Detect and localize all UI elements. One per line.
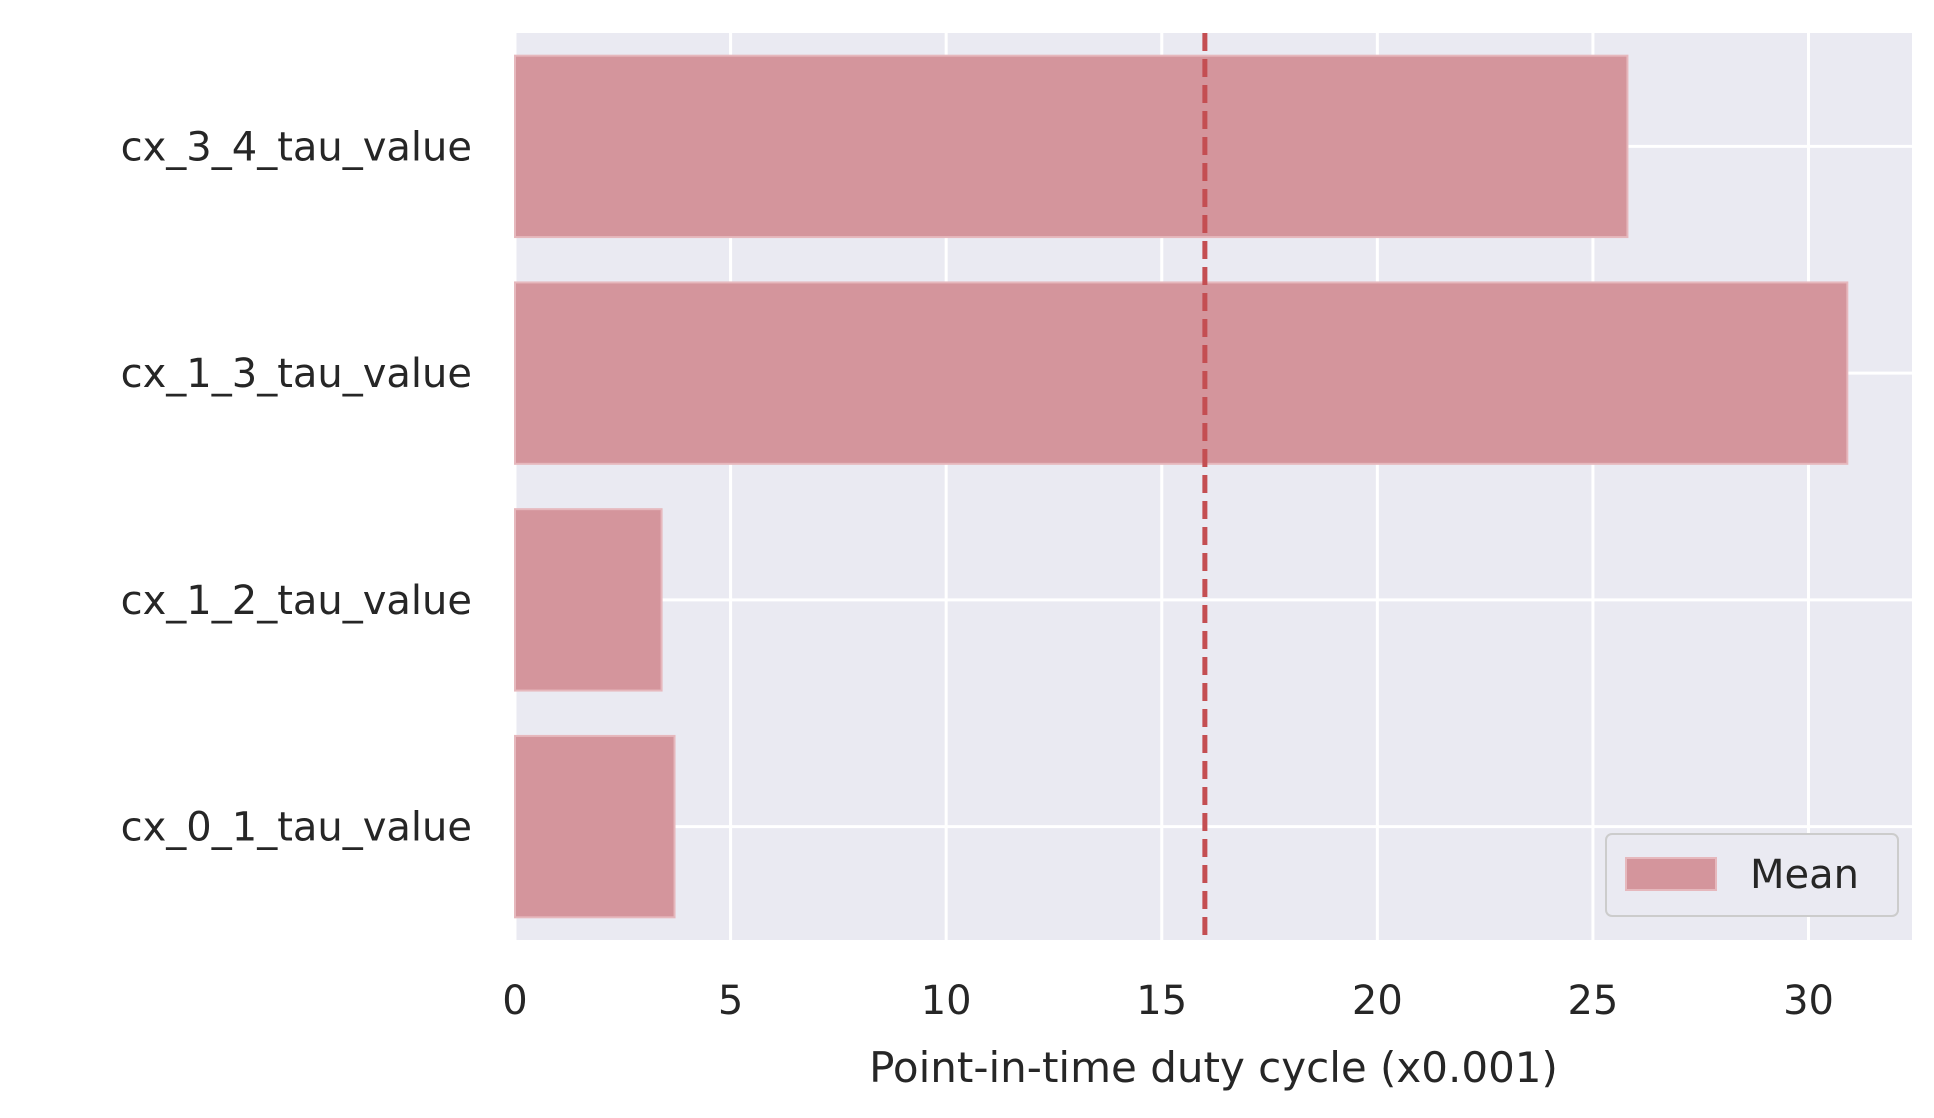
y-tick-label: cx_3_4_tau_value: [121, 124, 472, 170]
x-tick-label: 10: [921, 978, 972, 1024]
bar-cx-1-2-tau-value: [514, 508, 663, 692]
legend-swatch: [1625, 857, 1717, 891]
x-tick-label: 5: [718, 978, 743, 1024]
y-tick-label: cx_0_1_tau_value: [121, 805, 472, 851]
legend-frame: [1605, 833, 1899, 917]
bars: [514, 54, 1849, 919]
x-tick-label: 25: [1567, 978, 1618, 1024]
y-tick-label: cx_1_2_tau_value: [121, 578, 472, 624]
bar-cx-1-3-tau-value: [514, 281, 1849, 465]
x-tick-label: 15: [1136, 978, 1187, 1024]
bar-cx-3-4-tau-value: [514, 54, 1629, 239]
bar-cx-0-1-tau-value: [514, 734, 676, 919]
x-tick-labels: 0 5 10 15 20 25 30: [502, 978, 1834, 1024]
y-tick-label: cx_1_3_tau_value: [121, 351, 472, 397]
y-tick-labels: cx_3_4_tau_value cx_1_3_tau_value cx_1_2_t…: [121, 124, 472, 850]
x-tick-label: 0: [502, 978, 527, 1024]
x-axis-label: Point-in-time duty cycle (x0.001): [869, 1043, 1558, 1092]
legend: Mean: [1605, 833, 1899, 917]
legend-label: Mean: [1750, 852, 1859, 898]
x-tick-label: 30: [1783, 978, 1834, 1024]
x-tick-label: 20: [1352, 978, 1403, 1024]
